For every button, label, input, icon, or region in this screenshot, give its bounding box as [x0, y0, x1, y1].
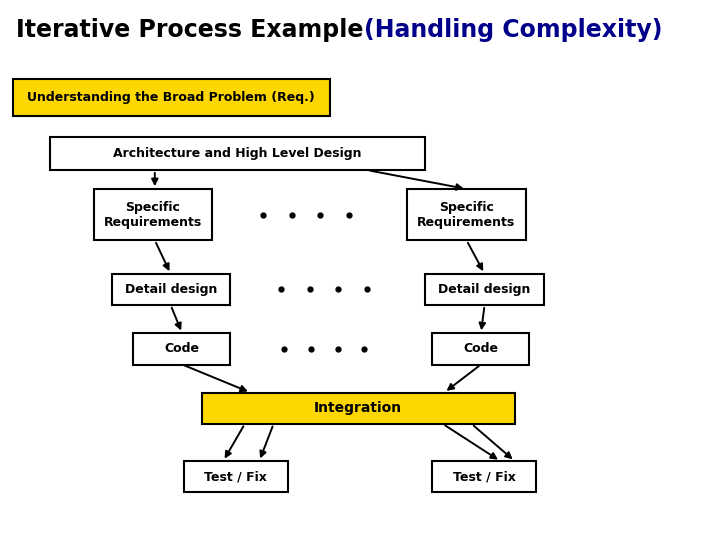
Text: Specific
Requirements: Specific Requirements: [417, 201, 516, 228]
Text: (Handling Complexity): (Handling Complexity): [364, 18, 662, 42]
Text: Integration: Integration: [314, 401, 402, 415]
FancyBboxPatch shape: [50, 137, 425, 170]
Text: Code: Code: [164, 342, 199, 355]
FancyBboxPatch shape: [202, 393, 515, 424]
Text: Understanding the Broad Problem (Req.): Understanding the Broad Problem (Req.): [27, 91, 315, 104]
Text: Test / Fix: Test / Fix: [453, 470, 516, 483]
Text: Detail design: Detail design: [438, 283, 531, 296]
FancyBboxPatch shape: [112, 274, 230, 305]
FancyBboxPatch shape: [432, 333, 529, 365]
Text: Specific
Requirements: Specific Requirements: [104, 201, 202, 228]
FancyBboxPatch shape: [13, 79, 330, 116]
FancyBboxPatch shape: [432, 461, 536, 492]
FancyBboxPatch shape: [407, 189, 526, 240]
Text: Code: Code: [463, 342, 498, 355]
FancyBboxPatch shape: [184, 461, 288, 492]
FancyBboxPatch shape: [94, 189, 212, 240]
FancyBboxPatch shape: [133, 333, 230, 365]
FancyBboxPatch shape: [425, 274, 544, 305]
Text: Detail design: Detail design: [125, 283, 217, 296]
Text: Iterative Process Example: Iterative Process Example: [16, 18, 372, 42]
Text: Architecture and High Level Design: Architecture and High Level Design: [113, 147, 362, 160]
Text: Test / Fix: Test / Fix: [204, 470, 267, 483]
